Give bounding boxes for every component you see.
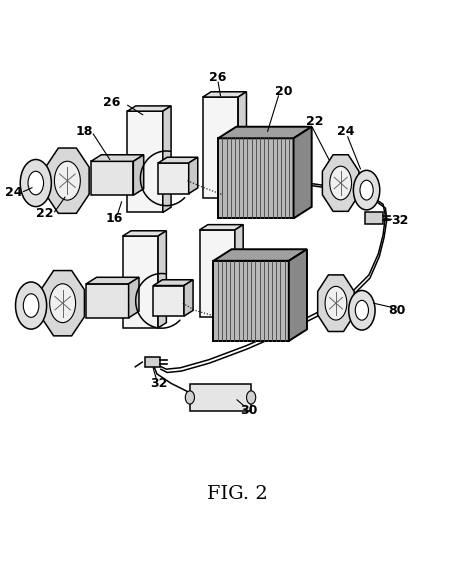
Ellipse shape: [360, 180, 373, 200]
Polygon shape: [184, 280, 193, 316]
Polygon shape: [158, 157, 198, 163]
Ellipse shape: [185, 391, 194, 404]
Ellipse shape: [330, 166, 352, 200]
Ellipse shape: [16, 282, 46, 329]
Text: 18: 18: [75, 125, 92, 138]
Polygon shape: [213, 249, 307, 261]
Ellipse shape: [325, 287, 347, 320]
Polygon shape: [128, 106, 171, 111]
Polygon shape: [154, 285, 184, 316]
Polygon shape: [238, 92, 246, 199]
Polygon shape: [154, 280, 193, 285]
Polygon shape: [203, 92, 246, 97]
Ellipse shape: [20, 160, 51, 206]
Ellipse shape: [28, 171, 44, 195]
Polygon shape: [128, 111, 163, 213]
Polygon shape: [123, 231, 166, 236]
Text: 32: 32: [151, 377, 168, 390]
Polygon shape: [189, 157, 198, 193]
Ellipse shape: [246, 391, 256, 404]
Text: 22: 22: [306, 115, 323, 128]
Polygon shape: [289, 249, 307, 341]
Polygon shape: [322, 155, 359, 212]
Polygon shape: [218, 127, 312, 138]
Polygon shape: [145, 357, 160, 367]
Polygon shape: [200, 230, 235, 317]
Polygon shape: [91, 161, 133, 195]
Text: 32: 32: [391, 214, 408, 227]
Polygon shape: [235, 224, 243, 317]
Ellipse shape: [356, 301, 368, 320]
Polygon shape: [218, 138, 293, 218]
Text: 26: 26: [210, 70, 227, 83]
Polygon shape: [158, 231, 166, 328]
Polygon shape: [365, 213, 383, 224]
Polygon shape: [158, 163, 189, 193]
Text: 26: 26: [103, 96, 121, 109]
Polygon shape: [128, 277, 139, 318]
Ellipse shape: [349, 290, 375, 330]
Polygon shape: [190, 384, 251, 411]
Text: 24: 24: [337, 125, 354, 138]
Text: 20: 20: [275, 85, 293, 98]
Text: 80: 80: [389, 304, 406, 317]
Polygon shape: [318, 275, 354, 332]
Text: 16: 16: [106, 212, 123, 225]
Ellipse shape: [50, 284, 76, 323]
Polygon shape: [203, 97, 238, 199]
Polygon shape: [123, 236, 158, 328]
Polygon shape: [46, 148, 89, 213]
Polygon shape: [213, 261, 289, 341]
Polygon shape: [293, 127, 312, 218]
Polygon shape: [86, 277, 139, 284]
Polygon shape: [163, 106, 171, 213]
Text: 24: 24: [5, 186, 23, 199]
Ellipse shape: [23, 294, 39, 318]
Polygon shape: [133, 155, 144, 195]
Polygon shape: [41, 271, 84, 336]
Polygon shape: [86, 284, 128, 318]
Text: 30: 30: [240, 404, 257, 417]
Polygon shape: [200, 224, 243, 230]
Text: FIG. 2: FIG. 2: [207, 485, 267, 503]
Text: 22: 22: [36, 207, 54, 220]
Ellipse shape: [55, 161, 80, 200]
Polygon shape: [91, 155, 144, 161]
Ellipse shape: [354, 170, 380, 210]
